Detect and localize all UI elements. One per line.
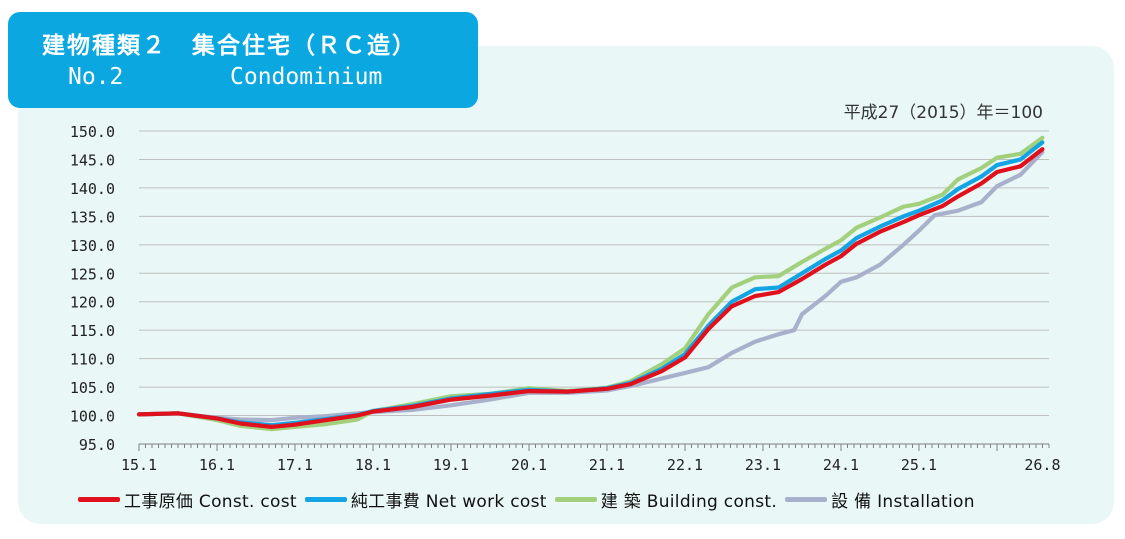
y-tick-label: 110.0 (70, 351, 115, 369)
legend-label: 建 築 Building const. (600, 491, 778, 512)
title-box: 建物種類２ 集合住宅（ＲＣ造） No.2 Condominium (8, 12, 478, 108)
x-tick-label: 26.8 (1024, 456, 1060, 474)
x-axis: 15.1 16.1 17.1 18.1 19.1 20.1 21.1 22.1 23.1 24.1… (121, 443, 1061, 474)
x-tick-label: 19.1 (433, 456, 469, 474)
y-tick-label: 135.0 (70, 208, 115, 226)
x-tick-label: 23.1 (745, 456, 781, 474)
series-lines (136, 135, 1045, 432)
x-tick-label: 24.1 (823, 456, 859, 474)
y-tick-label: 105.0 (70, 379, 115, 397)
chart-title-jp: 建物種類２ 集合住宅（ＲＣ造） (42, 33, 417, 59)
x-tick-label: 25.1 (901, 456, 937, 474)
legend-item-installation: 設 備 Installation (785, 487, 975, 512)
base-year-note: 平成27（2015）年＝100 (843, 103, 1043, 123)
legend-swatch-net-work-cost (304, 496, 347, 502)
legend-swatch-const-cost (78, 496, 120, 502)
y-tick-label: 115.0 (70, 322, 115, 340)
x-tick-label: 22.1 (667, 456, 703, 474)
y-tick-label: 130.0 (70, 237, 115, 255)
legend-item-net-work-cost: 純工事費 Net work cost (304, 487, 547, 512)
series-line-1 (136, 140, 1045, 428)
y-tick-label: 95.0 (79, 436, 115, 454)
series-line-3 (136, 150, 1045, 423)
y-tick-label: 100.0 (70, 408, 115, 426)
x-tick-label: 15.1 (121, 456, 157, 474)
legend-item-const-cost: 工事原価 Const. cost (78, 487, 297, 512)
legend-swatch-installation (785, 496, 828, 502)
y-tick-label: 120.0 (70, 294, 115, 312)
series-line-2 (136, 135, 1045, 432)
x-tick-label: 16.1 (199, 456, 235, 474)
x-tick-label: 17.1 (277, 456, 313, 474)
y-tick-label: 125.0 (70, 265, 115, 283)
legend-swatch-building-const (554, 496, 597, 502)
x-tick-label: 18.1 (355, 456, 391, 474)
legend-label: 工事原価 Const. cost (124, 491, 297, 512)
legend-label: 設 備 Installation (831, 491, 975, 512)
y-tick-label: 145.0 (70, 151, 115, 169)
gridlines (139, 130, 1049, 445)
legend: 工事原価 Const. cost 純工事費 Net work cost 建 築 … (78, 486, 983, 512)
legend-label: 純工事費 Net work cost (350, 491, 547, 512)
x-tick-label: 20.1 (511, 456, 547, 474)
series-line-0 (136, 147, 1045, 429)
chart-number: No.2 (68, 64, 124, 90)
x-tick-label: 21.1 (589, 456, 625, 474)
chart-title-en: Condominium (230, 64, 383, 90)
legend-item-building-const: 建 築 Building const. (554, 487, 778, 512)
y-tick-label: 150.0 (70, 123, 115, 141)
y-axis: 95.0 100.0 105.0 110.0 115.0 120.0 125.0 130.0 1… (70, 123, 115, 454)
y-tick-label: 140.0 (70, 180, 115, 198)
